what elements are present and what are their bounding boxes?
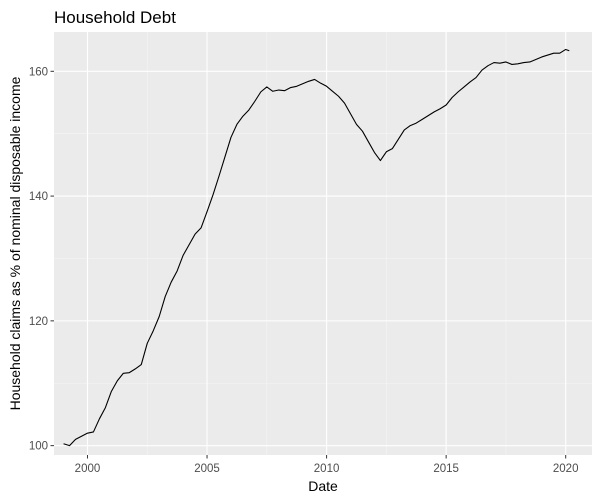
plot-panel	[54, 32, 592, 455]
x-axis-title: Date	[308, 478, 338, 494]
x-tick-label: 2005	[194, 463, 220, 475]
minor-gridlines	[54, 32, 592, 455]
x-axis-ticks: 2000 2005 2010 2015 2020	[75, 455, 579, 475]
series-line	[63, 48, 570, 447]
x-tick-label: 2020	[553, 463, 579, 475]
x-tick-label: 2000	[75, 463, 101, 475]
x-tick-label: 2015	[433, 463, 459, 475]
x-tick-label: 2010	[314, 463, 340, 475]
y-tick-label: 120	[29, 316, 48, 328]
chart-title: Household Debt	[54, 8, 176, 27]
y-axis-title: Household claims as % of nominal disposa…	[7, 76, 23, 410]
y-tick-label: 140	[29, 191, 48, 203]
y-tick-label: 160	[29, 66, 48, 78]
major-gridlines	[54, 32, 592, 455]
y-tick-label: 100	[29, 441, 48, 453]
y-axis-ticks: 100 120 140 160	[29, 66, 54, 453]
